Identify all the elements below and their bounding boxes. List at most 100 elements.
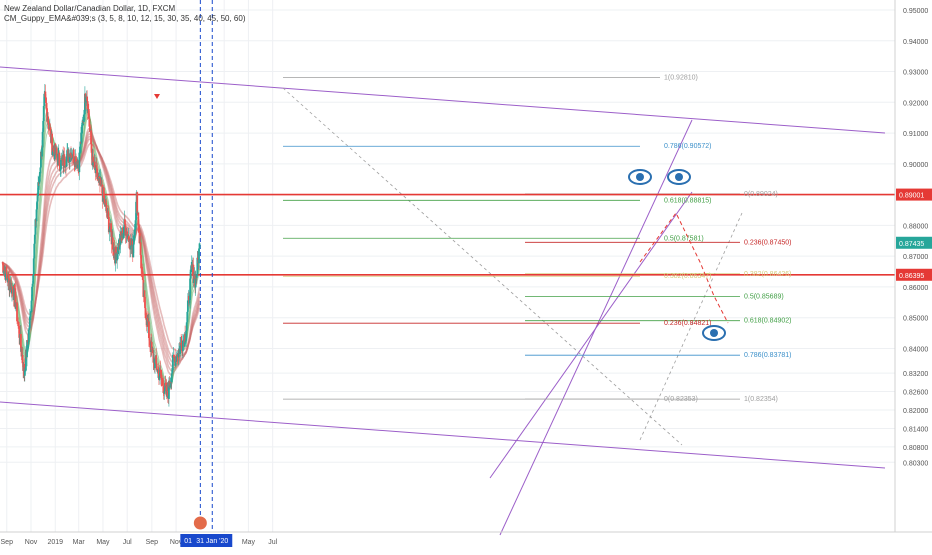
eye-icon xyxy=(667,169,691,185)
guppy-ema-line xyxy=(2,142,201,352)
time-tick-label: Nov xyxy=(170,539,183,546)
guppy-ema-line xyxy=(1,127,201,377)
candle-body xyxy=(39,167,42,174)
candle-body xyxy=(40,151,42,168)
candle-body xyxy=(27,329,30,342)
fib-level-label: 1(0.82354) xyxy=(744,396,778,403)
candle-body xyxy=(141,272,144,281)
candle-body xyxy=(97,176,100,178)
candle-body xyxy=(36,201,38,210)
candle-body xyxy=(14,288,17,309)
indicator-title: CM_Guppy_EMA&#039;s (3, 5, 8, 10, 12, 15… xyxy=(4,14,246,23)
candle-body xyxy=(140,268,143,270)
candle-body xyxy=(157,368,160,371)
time-tick-label: Sep xyxy=(1,539,14,546)
candle-body xyxy=(78,152,81,173)
fib-level-label: 1(0.92810) xyxy=(664,74,698,81)
candle-body xyxy=(15,307,17,309)
candle-body xyxy=(177,350,180,357)
candle-body xyxy=(30,300,33,312)
candle-body xyxy=(149,340,151,346)
candle-body xyxy=(20,348,23,357)
candle-body xyxy=(82,114,85,122)
candle-body xyxy=(90,130,92,145)
candle-body xyxy=(185,330,188,341)
candle-body xyxy=(113,248,116,256)
guppy-ema-line xyxy=(1,130,201,372)
candle-body xyxy=(58,165,61,171)
candle-body xyxy=(127,236,130,242)
price-tag: 0.86395 xyxy=(896,268,932,281)
candle-body xyxy=(20,333,22,349)
candle-body xyxy=(184,340,187,342)
price-tick-label: 0.80800 xyxy=(903,445,928,452)
candle-body xyxy=(170,382,173,384)
chart-header: New Zealand Dollar/Canadian Dollar, 1D, … xyxy=(4,4,245,24)
candle-body xyxy=(162,385,165,394)
price-tick-label: 0.95000 xyxy=(903,8,928,15)
time-tick-label: Jul xyxy=(268,539,277,546)
candle-body xyxy=(36,196,39,202)
eye-icon xyxy=(702,325,726,341)
candle-body xyxy=(33,243,36,259)
ascending-channel-lower xyxy=(489,191,693,479)
pivot-marker-icon xyxy=(154,94,160,99)
price-tag-bg xyxy=(896,188,932,201)
candle-body xyxy=(189,269,192,279)
candle-body xyxy=(198,248,200,264)
eye-pupil xyxy=(636,173,644,181)
candle-body xyxy=(7,274,10,279)
channel-upper-line xyxy=(0,66,886,134)
candle-body xyxy=(42,120,45,132)
price-tag-label: 0.87435 xyxy=(899,241,924,248)
candle-body xyxy=(5,266,8,274)
candle-body xyxy=(24,370,27,372)
candle-body xyxy=(29,312,32,317)
price-tag-label: 0.86395 xyxy=(899,273,924,280)
candles xyxy=(1,83,201,407)
candle-body xyxy=(159,369,161,377)
candle-body xyxy=(105,204,108,213)
candle-body xyxy=(194,277,197,288)
candle-body xyxy=(152,353,155,363)
fib-trend-line xyxy=(282,87,683,446)
candle-body xyxy=(23,370,26,376)
ascending-channel-upper xyxy=(499,119,693,536)
candle-body xyxy=(81,125,84,127)
candle-body xyxy=(110,223,112,233)
fib-level-label: 0.236(0.87450) xyxy=(744,239,791,246)
candle-body xyxy=(96,178,99,180)
candle-body xyxy=(141,269,144,273)
drawings xyxy=(0,0,895,536)
overlays: 1(0.92810) 0.786(0.90572) 0.618(0.88815) 0.… xyxy=(154,74,791,403)
candle-body xyxy=(142,280,145,297)
candle-body xyxy=(26,340,28,358)
candle-body xyxy=(3,269,6,271)
candle-body xyxy=(60,159,62,170)
candle-body xyxy=(46,108,48,122)
candle-body xyxy=(31,283,34,287)
candle-body xyxy=(176,356,179,358)
candle-body xyxy=(68,157,71,162)
candle-body xyxy=(18,326,21,338)
guppy-ema-line xyxy=(2,135,201,363)
candle-body xyxy=(28,316,31,329)
candle-body xyxy=(17,323,20,327)
candle-body xyxy=(185,322,188,331)
price-tick-label: 0.94000 xyxy=(903,39,928,46)
candle-body xyxy=(189,278,191,301)
price-tag: 0.87435 xyxy=(896,236,932,249)
candle-body xyxy=(184,333,186,342)
price-tag-bg xyxy=(896,268,932,281)
candle-body xyxy=(2,271,5,273)
candle-body xyxy=(84,93,86,115)
candle-body xyxy=(126,231,129,238)
candle-body xyxy=(154,358,156,369)
candle-body xyxy=(179,345,181,355)
fib-level-label: 0.618(0.84902) xyxy=(744,318,791,325)
candle-body xyxy=(90,144,93,153)
projection-path xyxy=(639,212,729,324)
